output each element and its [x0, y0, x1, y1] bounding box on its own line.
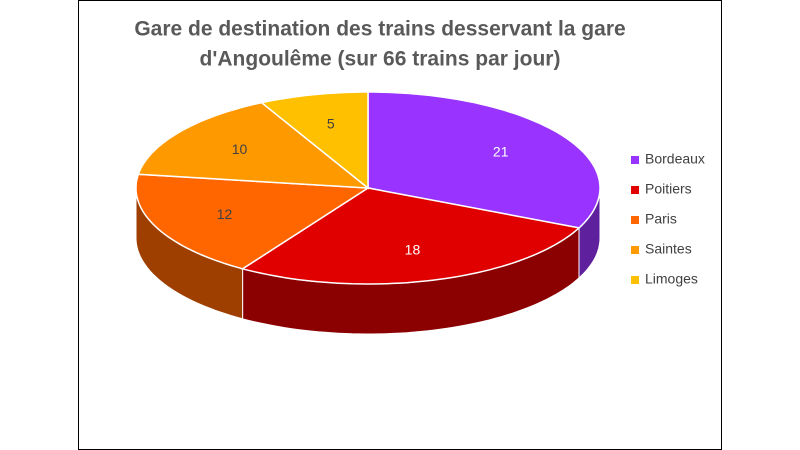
pie: 21 18 12 10 5: [135, 91, 601, 335]
slice: [259, 91, 369, 190]
legend-marker: [631, 186, 639, 194]
slice: [135, 173, 371, 270]
slice-label: 21: [493, 143, 509, 159]
legend-marker: [631, 156, 639, 164]
chart-title: Gare de destination des trains desservan…: [134, 18, 625, 41]
slice-label: 12: [217, 206, 233, 222]
slice-label: 10: [232, 141, 248, 157]
legend: Bordeaux Poitiers Paris Saintes Limoges: [631, 151, 705, 287]
chart-title: d'Angoulême (sur 66 trains par jour): [200, 48, 561, 71]
legend-label: Saintes: [645, 241, 692, 257]
legend-label: Paris: [645, 211, 677, 227]
slice-label: 5: [327, 115, 335, 131]
slice: [137, 101, 371, 189]
legend-marker: [631, 276, 639, 284]
slice-label: 18: [405, 241, 421, 257]
slice: [240, 187, 581, 285]
legend-marker: [631, 216, 639, 224]
legend-label: Bordeaux: [645, 151, 705, 167]
legend-label: Limoges: [645, 271, 698, 287]
legend-label: Poitiers: [645, 181, 692, 197]
slice: [367, 91, 601, 229]
legend-marker: [631, 246, 639, 254]
